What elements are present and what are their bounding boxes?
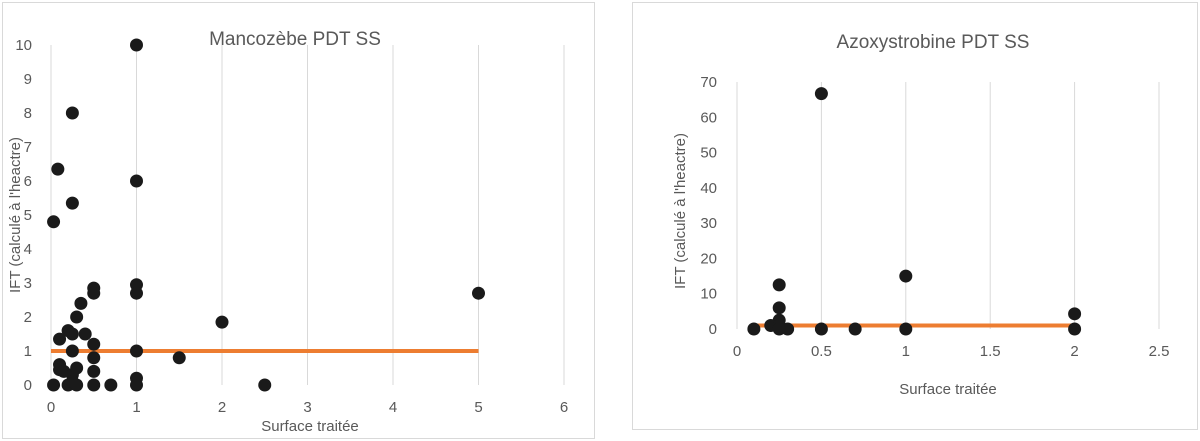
data-point [70, 310, 84, 324]
y-tick-label: 0 [24, 377, 32, 394]
chart-panel-azoxystrobine: 0 0.5 1 1.5 2 2.5 0 10 20 30 40 50 60 70 Azoxystrobine… [632, 2, 1198, 430]
y-tick-label: 60 [700, 109, 717, 126]
data-point [215, 315, 229, 329]
data-point [814, 87, 828, 101]
data-point [65, 106, 79, 120]
data-point [65, 344, 79, 358]
x-tick-label: 0 [733, 343, 741, 360]
y-tick-label: 10 [700, 286, 717, 303]
data-point [814, 322, 828, 336]
data-point [848, 322, 862, 336]
y-tick-label: 50 [700, 145, 717, 162]
y-tick-label: 10 [15, 37, 32, 54]
data-point [130, 38, 143, 52]
x-tick-label: 6 [560, 399, 568, 416]
y-tick-label: 1 [24, 343, 32, 360]
y-tick-label: 2 [24, 309, 32, 326]
data-point [104, 378, 118, 392]
data-point [87, 378, 101, 392]
data-point [78, 327, 92, 341]
x-tick-label: 0 [47, 399, 55, 416]
data-point [130, 174, 143, 188]
x-tick-label: 4 [389, 399, 397, 416]
data-point [87, 286, 101, 300]
x-tick-label: 2 [1070, 343, 1078, 360]
y-tick-label: 40 [700, 180, 717, 197]
data-point [1068, 322, 1082, 336]
y-tick-label: 5 [24, 207, 32, 224]
x-axis-label: Surface traitée [261, 418, 359, 435]
data-point [87, 337, 101, 351]
x-tick-label: 2 [218, 399, 226, 416]
data-point [772, 301, 786, 315]
data-point [172, 351, 186, 365]
y-tick-label: 7 [24, 139, 32, 156]
y-axis-label: IFT (calculé à l'heactre) [672, 133, 689, 289]
data-point [65, 327, 79, 341]
data-point [87, 364, 101, 378]
y-tick-label: 3 [24, 275, 32, 292]
x-tick-label: 1 [902, 343, 910, 360]
data-point [772, 278, 786, 292]
x-tick-label: 5 [474, 399, 482, 416]
data-point [51, 162, 65, 176]
data-point [70, 361, 84, 375]
x-tick-label: 1 [132, 399, 140, 416]
data-point [258, 378, 272, 392]
x-tick-label: 1.5 [980, 343, 1001, 360]
data-point [65, 196, 79, 210]
y-tick-label: 4 [24, 241, 32, 258]
y-tick-label: 6 [24, 173, 32, 190]
data-point [130, 286, 143, 300]
data-point [1068, 307, 1082, 321]
chart-azoxystrobine: 0 0.5 1 1.5 2 2.5 0 10 20 30 40 50 60 70 Azoxystrobine… [672, 32, 1170, 398]
chart-title: Azoxystrobine PDT SS [837, 32, 1030, 53]
data-point [47, 378, 61, 392]
y-tick-label: 30 [700, 215, 717, 232]
data-point [130, 378, 143, 392]
data-point [472, 286, 485, 300]
y-tick-label: 8 [24, 105, 32, 122]
data-point [47, 215, 61, 229]
data-point [87, 351, 101, 365]
data-point [74, 296, 88, 310]
data-point [899, 322, 913, 336]
y-tick-label: 20 [700, 250, 717, 267]
x-axis-label: Surface traitée [899, 381, 997, 398]
chart-mancozebe: 0 1 2 3 4 5 6 0 1 2 3 4 5 6 7 8 9 10 Mancozèbe PDT SS Surfa… [7, 29, 568, 435]
chart-title: Mancozèbe PDT SS [209, 29, 381, 50]
x-tick-label: 2.5 [1149, 343, 1170, 360]
y-tick-label: 9 [24, 71, 32, 88]
data-point [53, 332, 67, 346]
data-point [130, 344, 143, 358]
chart-panel-mancozebe: 0 1 2 3 4 5 6 0 1 2 3 4 5 6 7 8 9 10 Mancozèbe PDT SS Surfa… [2, 2, 595, 439]
x-tick-label: 3 [303, 399, 311, 416]
data-point [899, 269, 913, 283]
x-tick-label: 0.5 [811, 343, 832, 360]
y-tick-label: 0 [709, 321, 717, 338]
data-point [747, 322, 761, 336]
data-point [781, 322, 795, 336]
data-point [70, 378, 84, 392]
y-tick-label: 70 [700, 74, 717, 91]
y-axis-label: IFT (calculé à l'heactre) [7, 137, 24, 293]
